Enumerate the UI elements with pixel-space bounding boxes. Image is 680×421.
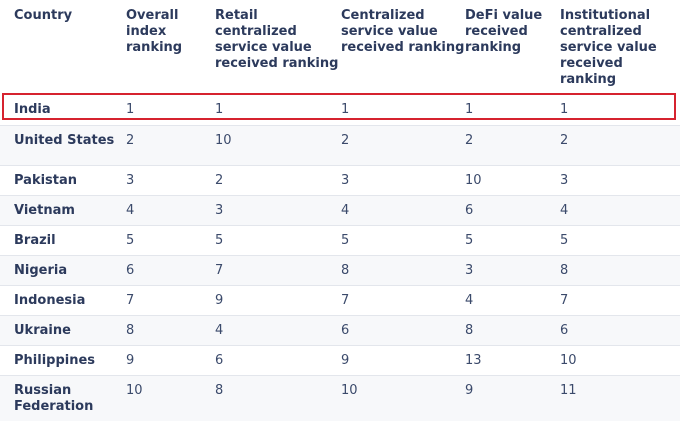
- country-name: United States: [0, 124, 126, 165]
- table-row-india: India 1 1 1 1 1: [0, 95, 680, 125]
- centralized-service-cell: 10: [341, 374, 465, 421]
- overall-index-cell: 8: [126, 314, 215, 345]
- header-defi-ranking: DeFi value received ranking: [465, 8, 543, 55]
- table-row: Russian Federation 10 8 10 9 11: [0, 374, 680, 421]
- country-name: Vietnam: [0, 194, 126, 225]
- table-row: Brazil 5 5 5 5 5: [0, 224, 680, 255]
- header-centralized-service-ranking: Centralized service value received ranki…: [341, 8, 465, 55]
- country-name: Nigeria: [0, 254, 126, 285]
- defi-cell: 8: [465, 314, 560, 345]
- overall-index-cell: 10: [126, 374, 215, 421]
- institutional-cell: 2: [560, 124, 680, 165]
- retail-centralized-cell: 4: [215, 314, 341, 345]
- institutional-cell: 7: [560, 284, 680, 315]
- overall-index-cell: 5: [126, 224, 215, 255]
- table-row: Nigeria 6 7 8 3 8: [0, 254, 680, 285]
- retail-centralized-cell: 9: [215, 284, 341, 315]
- country-name: India: [14, 102, 51, 117]
- institutional-cell: 10: [560, 344, 680, 375]
- table-header-row: Country Overall index ranking Retail cen…: [0, 0, 680, 95]
- centralized-service-cell: 5: [341, 224, 465, 255]
- header-country: Country: [14, 8, 73, 23]
- overall-index-cell: 6: [126, 254, 215, 285]
- overall-index-cell: 2: [126, 124, 215, 165]
- institutional-cell: 4: [560, 194, 680, 225]
- centralized-service-cell: 1: [341, 102, 350, 117]
- table-row: Ukraine 8 4 6 8 6: [0, 314, 680, 345]
- country-name: Ukraine: [0, 314, 126, 345]
- defi-cell: 13: [465, 344, 560, 375]
- retail-centralized-cell: 3: [215, 194, 341, 225]
- centralized-service-cell: 7: [341, 284, 465, 315]
- retail-centralized-cell: 6: [215, 344, 341, 375]
- defi-cell: 2: [465, 124, 560, 165]
- country-name: Pakistan: [0, 164, 126, 195]
- centralized-service-cell: 3: [341, 164, 465, 195]
- overall-index-cell: 4: [126, 194, 215, 225]
- overall-index-cell: 7: [126, 284, 215, 315]
- retail-centralized-cell: 5: [215, 224, 341, 255]
- table-row: Pakistan 3 2 3 10 3: [0, 164, 680, 195]
- country-name: Brazil: [0, 224, 126, 255]
- defi-cell: 10: [465, 164, 560, 195]
- header-overall-index-ranking: Overall index ranking: [126, 8, 183, 55]
- defi-cell: 6: [465, 194, 560, 225]
- institutional-cell: 11: [560, 374, 680, 421]
- institutional-cell: 6: [560, 314, 680, 345]
- defi-cell: 5: [465, 224, 560, 255]
- country-name: Russian Federation: [0, 374, 126, 421]
- institutional-cell: 1: [560, 102, 569, 117]
- retail-centralized-cell: 10: [215, 124, 341, 165]
- country-name: Indonesia: [0, 284, 126, 315]
- defi-cell: 3: [465, 254, 560, 285]
- table-row: Vietnam 4 3 4 6 4: [0, 194, 680, 225]
- table-row: United States 2 10 2 2 2: [0, 124, 680, 165]
- centralized-service-cell: 2: [341, 124, 465, 165]
- institutional-cell: 8: [560, 254, 680, 285]
- header-institutional-ranking: Institutional centralized service value …: [560, 8, 657, 87]
- defi-cell: 4: [465, 284, 560, 315]
- retail-centralized-cell: 1: [215, 102, 224, 117]
- centralized-service-cell: 6: [341, 314, 465, 345]
- centralized-service-cell: 4: [341, 194, 465, 225]
- overall-index-cell: 9: [126, 344, 215, 375]
- centralized-service-cell: 9: [341, 344, 465, 375]
- defi-cell: 1: [465, 102, 474, 117]
- retail-centralized-cell: 8: [215, 374, 341, 421]
- retail-centralized-cell: 2: [215, 164, 341, 195]
- table-row: Philippines 9 6 9 13 10: [0, 344, 680, 375]
- overall-index-cell: 1: [126, 102, 135, 117]
- table-row: Indonesia 7 9 7 4 7: [0, 284, 680, 315]
- header-retail-centralized-ranking: Retail centralized service value receive…: [215, 8, 339, 71]
- overall-index-cell: 3: [126, 164, 215, 195]
- institutional-cell: 3: [560, 164, 680, 195]
- centralized-service-cell: 8: [341, 254, 465, 285]
- retail-centralized-cell: 7: [215, 254, 341, 285]
- defi-cell: 9: [465, 374, 560, 421]
- country-name: Philippines: [0, 344, 126, 375]
- institutional-cell: 5: [560, 224, 680, 255]
